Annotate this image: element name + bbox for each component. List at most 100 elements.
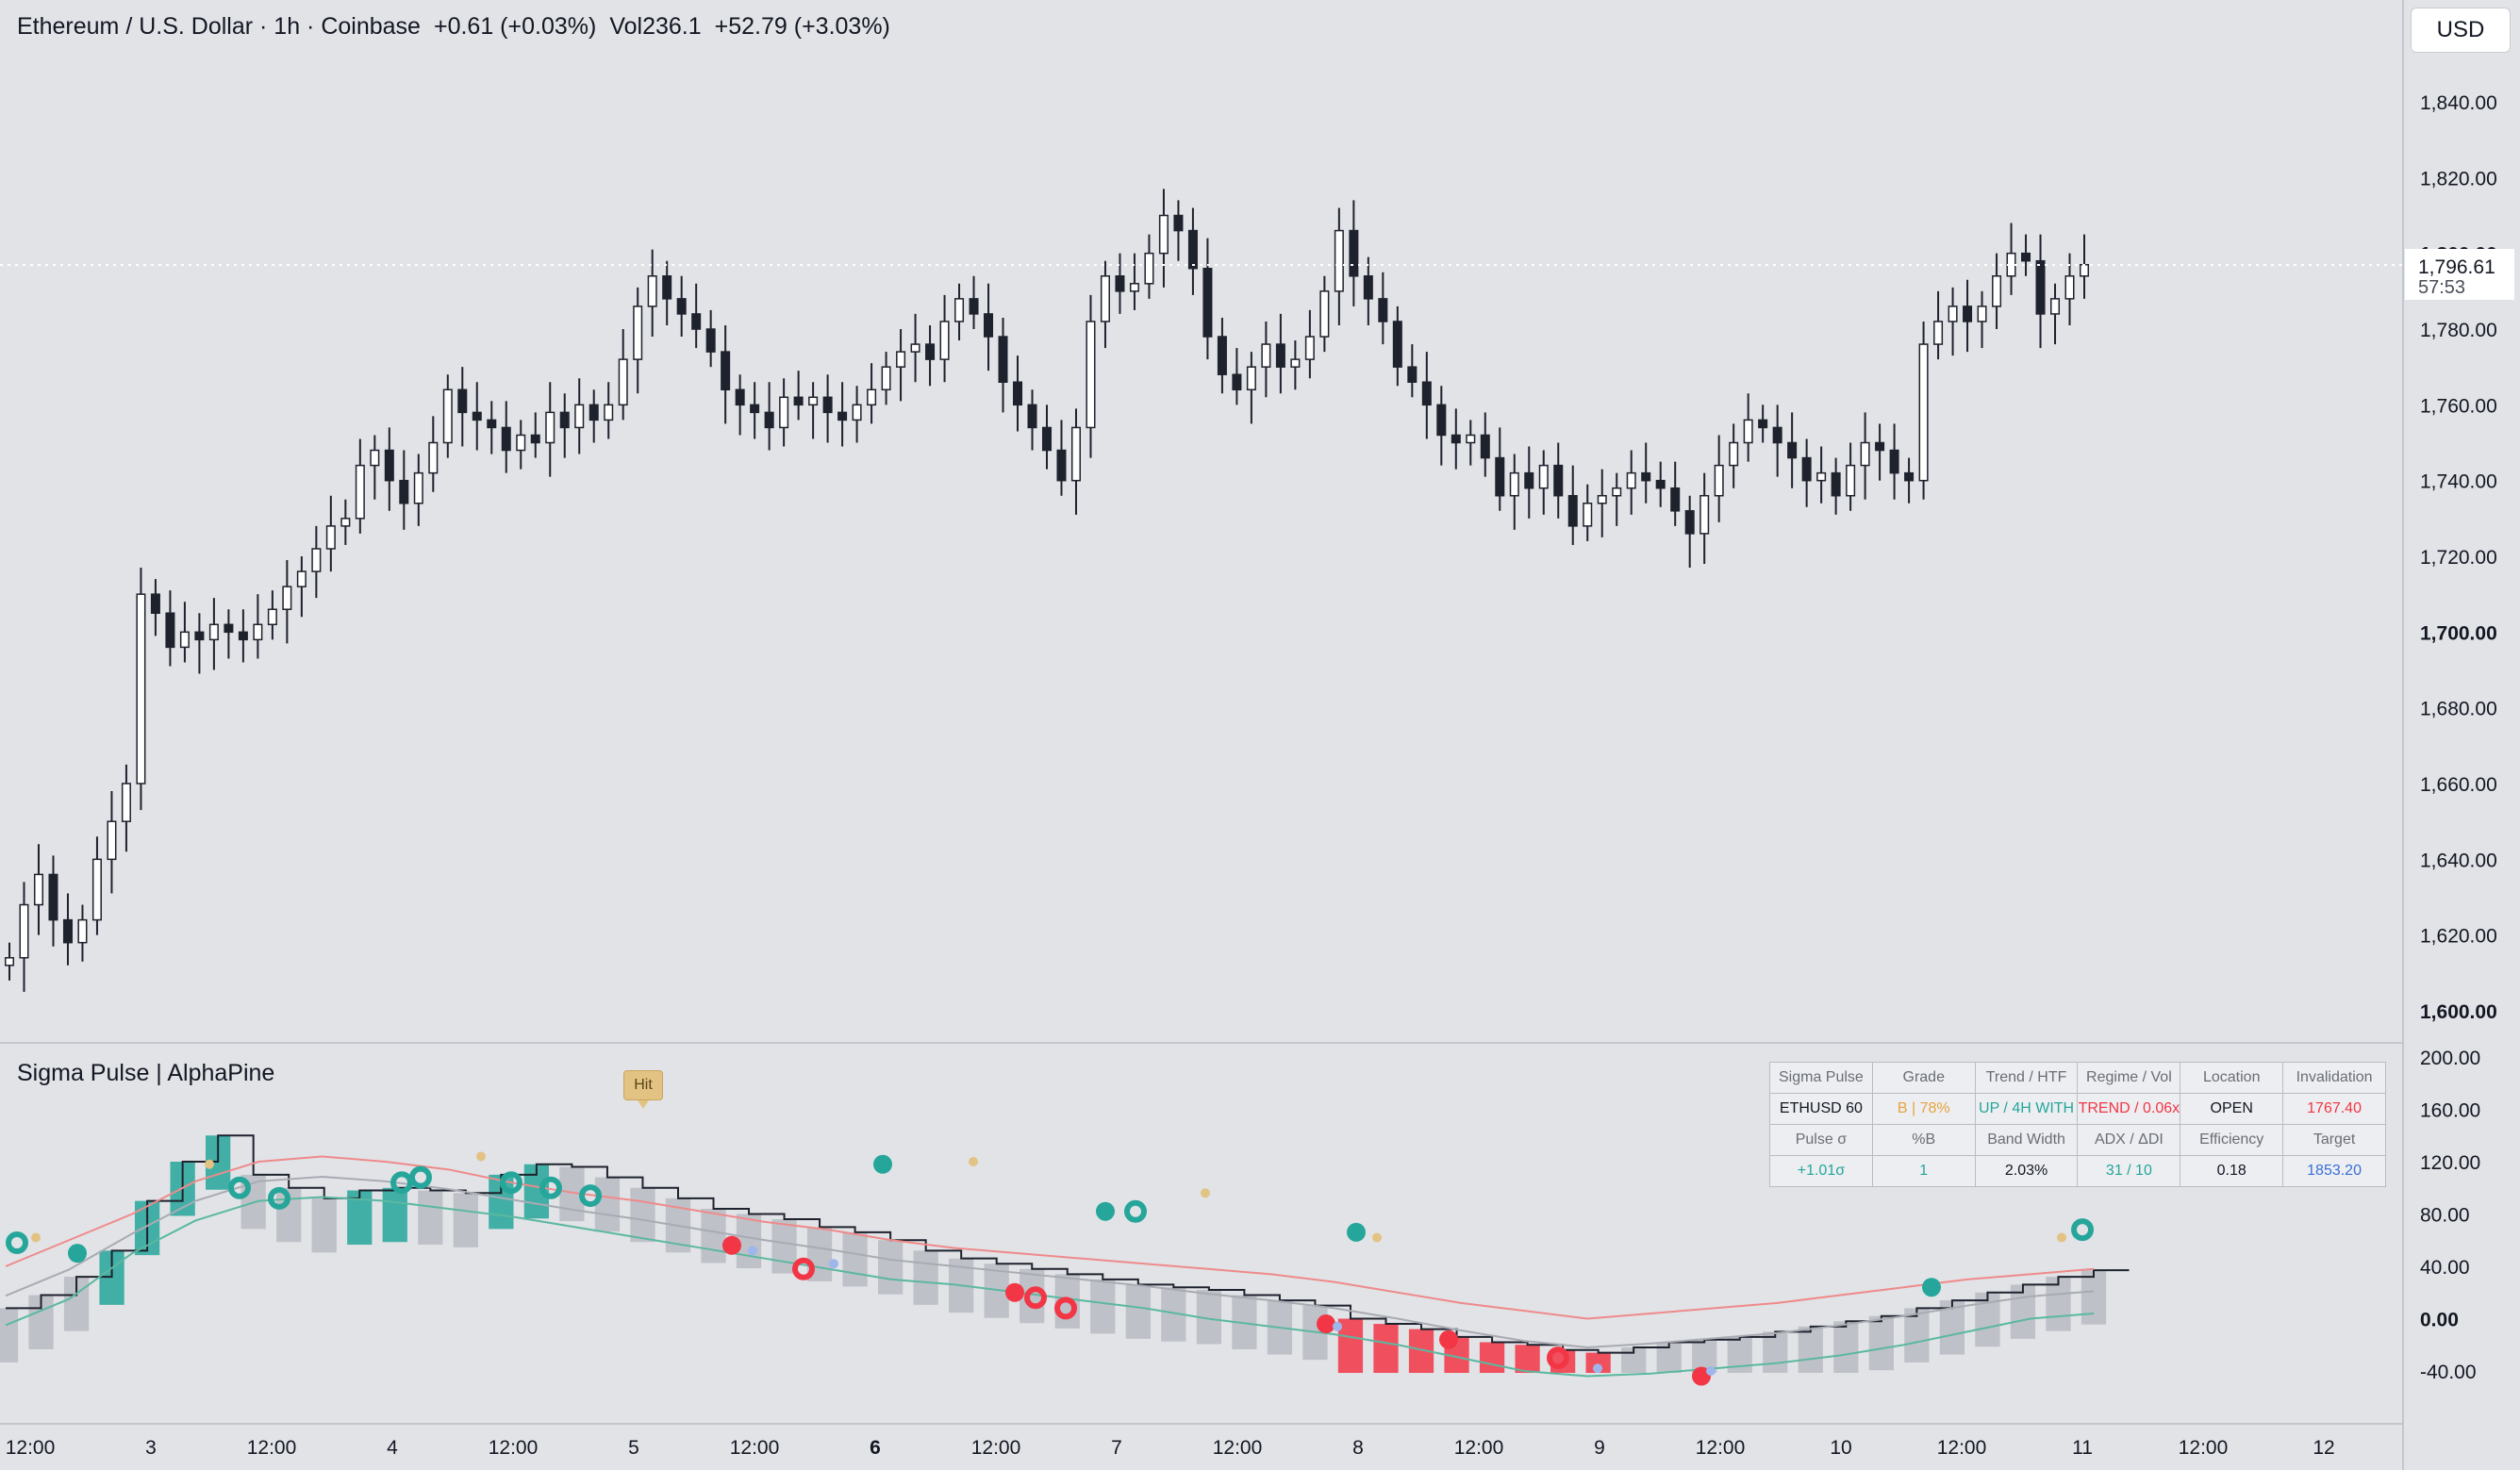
signal-dot — [1096, 1201, 1115, 1221]
signal-ring — [390, 1171, 413, 1195]
signal-ring — [1054, 1297, 1077, 1320]
pulse-histogram-bar — [1090, 1279, 1116, 1334]
pulse-histogram-bar — [771, 1219, 797, 1274]
signal-ring — [268, 1186, 290, 1210]
stats-header-cell: Regime / Vol — [2077, 1062, 2181, 1094]
price-axis-label: 1,660.00 — [2420, 774, 2497, 796]
candle-down — [1875, 441, 1885, 452]
indicator-title[interactable]: Sigma Pulse | AlphaPine — [17, 1060, 275, 1086]
candle-up — [253, 623, 263, 641]
candle-up — [282, 586, 292, 610]
candle-down — [150, 593, 160, 615]
candle-down — [837, 411, 848, 421]
candle-down — [1217, 336, 1227, 375]
stats-header-cell: Location — [2180, 1062, 2284, 1094]
candle-up — [633, 306, 643, 360]
signal-dot — [873, 1154, 892, 1174]
candle-up — [1319, 290, 1330, 338]
stats-adx-cell: 31 / 10 — [2077, 1155, 2181, 1187]
candle-down — [1436, 404, 1447, 437]
candle-down — [1187, 229, 1198, 270]
time-axis-label: 5 — [628, 1437, 639, 1459]
candle-down — [998, 336, 1008, 383]
time-axis-label: 7 — [1111, 1437, 1122, 1459]
candle-down — [224, 623, 234, 634]
signal-dot — [1692, 1366, 1711, 1386]
pulse-histogram-bar — [382, 1187, 407, 1243]
candle-down — [662, 275, 672, 300]
time-axis-label: 11 — [2072, 1437, 2093, 1459]
pulse-histogram-bar — [418, 1190, 443, 1246]
candle-up — [4, 957, 15, 966]
candle-up — [1714, 464, 1724, 497]
pulse-histogram-bar — [1585, 1352, 1611, 1373]
stats-header-row: Pulse σ %B Band Width ADX / ΔDI Efficien… — [1769, 1124, 2386, 1156]
signal-small-dot — [1593, 1363, 1602, 1374]
stats-location-cell: OPEN — [2180, 1093, 2284, 1125]
candle-up — [442, 388, 453, 444]
hit-tag: Hit — [623, 1070, 663, 1109]
candle-down — [2035, 259, 2046, 315]
symbol-label[interactable]: Ethereum / U.S. Dollar · 1h · Coinbase — [17, 13, 421, 40]
candle-down — [1407, 366, 1418, 383]
signal-small-dot — [1201, 1188, 1210, 1198]
signal-small-dot — [31, 1232, 41, 1243]
pulse-histogram-bar — [1763, 1331, 1788, 1373]
pulse-histogram-bar — [1125, 1284, 1151, 1339]
indicator-axis-label: 80.00 — [2420, 1205, 2470, 1227]
indicator-axis-label: 200.00 — [2420, 1048, 2480, 1069]
candle-up — [1100, 275, 1110, 322]
candle-down — [691, 313, 702, 330]
pulse-histogram-bar — [453, 1193, 478, 1247]
candle-down — [399, 479, 409, 504]
upper-band-line — [5, 1155, 2095, 1320]
stats-symbol-cell: ETHUSD 60 — [1769, 1093, 1873, 1125]
candle-up — [413, 471, 423, 504]
candle-down — [1524, 471, 1534, 489]
candle-up — [1334, 229, 1344, 292]
candle-up — [545, 411, 555, 444]
candles[interactable] — [4, 189, 2090, 992]
candle-up — [2079, 263, 2090, 277]
candle-up — [1129, 283, 1139, 292]
candle-up — [618, 358, 628, 406]
time-axis-label: 9 — [1594, 1437, 1605, 1459]
candle-up — [808, 396, 819, 406]
price-axis-label: 1,640.00 — [2420, 850, 2497, 871]
indicator-axis-label: 120.00 — [2420, 1152, 2480, 1174]
stats-header-cell: Trend / HTF — [1974, 1062, 2079, 1094]
candle-up — [325, 525, 336, 550]
pulse-histogram-bar — [594, 1177, 621, 1232]
candle-down — [559, 411, 570, 429]
candle-down — [793, 396, 804, 406]
sigma-pulse-plot — [0, 1134, 2130, 1386]
candle-up — [33, 873, 43, 906]
signal-ring — [228, 1176, 251, 1199]
signal-dot — [1922, 1278, 1941, 1297]
stats-regime-cell: TREND / 0.06x — [2077, 1093, 2181, 1125]
candle-down — [2021, 252, 2031, 262]
stats-invalidation-cell: 1767.40 — [2282, 1093, 2386, 1125]
candle-down — [487, 419, 497, 429]
candle-down — [1684, 510, 1695, 535]
signal-ring — [500, 1171, 522, 1195]
price-axis: 1,840.001,820.001,800.001,780.001,760.00… — [2420, 92, 2497, 1023]
candle-down — [1567, 494, 1578, 527]
stats-pulse-cell: +1.01σ — [1769, 1155, 1873, 1187]
time-axis-label: 3 — [145, 1437, 157, 1459]
signal-small-dot — [829, 1259, 838, 1269]
candle-up — [1261, 343, 1271, 368]
candle-down — [238, 631, 248, 641]
stats-header-cell: ADX / ΔDI — [2077, 1124, 2181, 1156]
currency-button[interactable]: USD — [2411, 8, 2511, 53]
signal-ring — [2071, 1218, 2094, 1242]
last-price-label-box — [2405, 249, 2514, 300]
candle-up — [604, 404, 614, 421]
last-price-label: 1,796.61 — [2418, 256, 2495, 278]
pulse-step-line — [6, 1134, 2130, 1354]
mid-band-line — [5, 1175, 2095, 1349]
bar-countdown: 57:53 — [2418, 277, 2465, 298]
candle-up — [647, 275, 657, 307]
time-axis-label: 12:00 — [1937, 1437, 1987, 1459]
